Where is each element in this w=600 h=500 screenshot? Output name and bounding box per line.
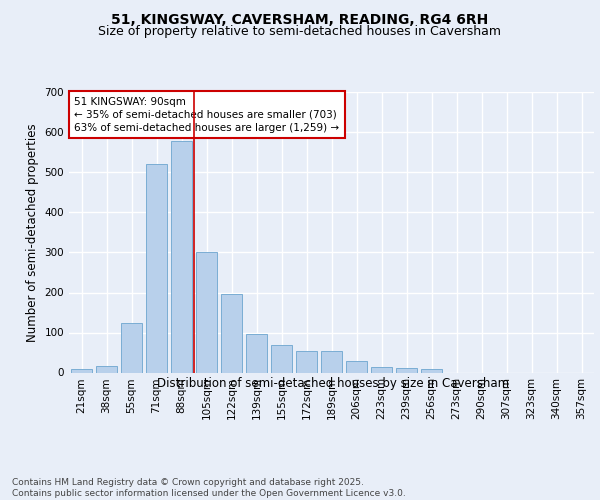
Bar (296, 352, 317, 372)
Y-axis label: Number of semi-detached properties: Number of semi-detached properties (26, 123, 39, 342)
Bar (321, 352, 342, 372)
Bar (271, 346, 292, 372)
Text: 51, KINGSWAY, CAVERSHAM, READING, RG4 6RH: 51, KINGSWAY, CAVERSHAM, READING, RG4 6R… (112, 12, 488, 26)
Bar (146, 164, 167, 372)
Bar (246, 334, 267, 372)
Bar (171, 142, 192, 372)
Text: Size of property relative to semi-detached houses in Caversham: Size of property relative to semi-detach… (98, 25, 502, 38)
Bar (421, 370, 442, 372)
Text: Distribution of semi-detached houses by size in Caversham: Distribution of semi-detached houses by … (157, 378, 509, 390)
Text: 51 KINGSWAY: 90sqm
← 35% of semi-detached houses are smaller (703)
63% of semi-d: 51 KINGSWAY: 90sqm ← 35% of semi-detache… (74, 96, 340, 133)
Text: Contains HM Land Registry data © Crown copyright and database right 2025.
Contai: Contains HM Land Registry data © Crown c… (12, 478, 406, 498)
Bar (371, 366, 392, 372)
Bar (346, 362, 367, 372)
Bar (96, 366, 117, 372)
Bar (396, 368, 417, 372)
Bar (121, 322, 142, 372)
Bar (71, 370, 92, 372)
Bar (196, 252, 217, 372)
Bar (221, 294, 242, 372)
